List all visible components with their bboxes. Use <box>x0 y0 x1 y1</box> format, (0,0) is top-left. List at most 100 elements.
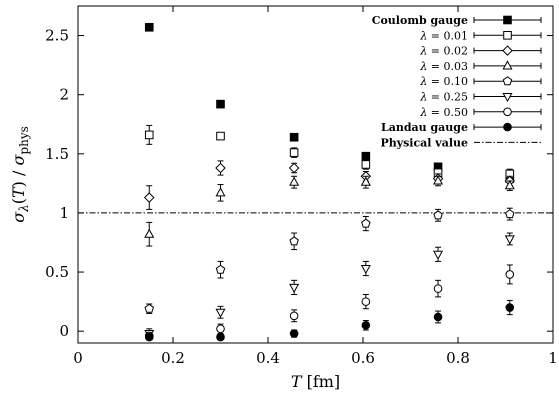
marker-circle <box>216 324 225 334</box>
marker-diamond <box>215 162 226 174</box>
marker-diamond <box>288 162 300 174</box>
legend-item: λ = 0.25 <box>419 91 542 104</box>
marker-circle <box>361 297 371 306</box>
data-point <box>505 299 515 316</box>
marker-square <box>289 132 299 142</box>
data-point <box>144 124 154 145</box>
legend-label: Landau gauge <box>381 121 468 134</box>
data-point <box>504 180 515 191</box>
data-point <box>433 279 443 298</box>
marker-triangle-up <box>433 175 444 185</box>
marker-circle <box>505 303 515 312</box>
axis-ticks <box>77 6 554 343</box>
data-point <box>288 162 300 174</box>
legend-label: λ = 0.03 <box>419 60 468 73</box>
marker-triangle-down <box>360 264 371 275</box>
data-point <box>144 221 155 247</box>
x-tick-label: 0.8 <box>446 349 470 367</box>
data-point <box>216 131 225 141</box>
legend-item: λ = 0.50 <box>419 106 542 119</box>
marker-triangle-up <box>502 60 513 70</box>
marker-triangle-down <box>215 308 226 318</box>
x-tick-label: 0.4 <box>256 349 280 367</box>
data-point <box>433 175 444 187</box>
legend-item: Landau gauge <box>381 121 542 134</box>
legend-label: Coulomb gauge <box>372 14 468 27</box>
marker-circle <box>433 284 443 293</box>
legend-item: λ = 0.03 <box>419 60 542 73</box>
marker-square <box>144 22 154 32</box>
series-6 <box>144 264 515 341</box>
marker-circle <box>216 332 225 342</box>
x-tick-labels: 0 0.2 0.4 0.6 0.8 1 <box>73 349 558 367</box>
data-point <box>216 323 225 335</box>
y-tick-label: 2.5 <box>45 27 69 45</box>
marker-square <box>216 99 225 109</box>
legend-label: Physical value <box>380 136 468 149</box>
marker-triangle-up <box>504 180 515 190</box>
data-point <box>216 332 225 342</box>
data-point <box>361 159 371 170</box>
y-tick-label: 0.5 <box>45 263 69 281</box>
x-tick-label: 1 <box>548 349 558 367</box>
data-point <box>289 147 299 158</box>
legend-item: Coulomb gauge <box>372 14 542 27</box>
x-tick-label: 0 <box>73 349 83 367</box>
marker-triangle-up <box>144 228 155 238</box>
legend-label: λ = 0.10 <box>419 75 468 88</box>
data-point <box>433 310 443 324</box>
x-axis-label: T [fm] <box>291 372 340 391</box>
marker-pentagon <box>144 303 154 313</box>
legend-item: λ = 0.01 <box>419 29 542 42</box>
legend-label: λ = 0.02 <box>419 45 468 58</box>
y-axis-label: σλ(T) / σphys <box>9 126 31 223</box>
data-point <box>360 175 371 189</box>
data-point <box>360 260 371 277</box>
marker-pentagon <box>361 218 371 228</box>
legend-item: λ = 0.10 <box>419 75 542 88</box>
marker-circle <box>433 312 443 322</box>
marker-circle <box>503 107 512 117</box>
series-5 <box>144 232 515 340</box>
marker-pentagon <box>433 210 443 220</box>
x-tick-label: 0.2 <box>161 349 185 367</box>
legend: Coulomb gauge λ = 0.01 λ = 0.02 λ = 0.03 λ =… <box>372 14 542 149</box>
marker-square <box>361 151 371 161</box>
marker-square <box>144 130 154 140</box>
marker-triangle-up <box>215 187 226 197</box>
marker-triangle-down <box>504 235 515 245</box>
data-point <box>289 132 299 142</box>
series-1 <box>144 124 515 180</box>
data-point <box>361 215 371 232</box>
marker-circle <box>289 311 299 321</box>
marker-square <box>216 131 225 141</box>
legend-label: λ = 0.25 <box>419 91 468 104</box>
marker-triangle-down <box>502 92 513 103</box>
data-point <box>289 279 300 296</box>
data-point <box>144 22 154 32</box>
data-point <box>215 305 226 319</box>
marker-triangle-up <box>289 176 300 186</box>
series-7 <box>144 299 515 342</box>
y-tick-label: 1.5 <box>45 145 69 163</box>
data-point <box>144 332 154 342</box>
data-point <box>361 151 371 161</box>
y-tick-labels: 0 0.5 1 1.5 2 2.5 <box>45 27 69 341</box>
marker-circle <box>505 270 515 279</box>
marker-circle <box>144 332 154 342</box>
marker-circle <box>503 122 512 132</box>
marker-diamond <box>143 192 155 203</box>
data-point <box>289 175 300 189</box>
marker-triangle-up <box>360 176 371 186</box>
y-tick-label: 0 <box>59 322 69 340</box>
marker-diamond <box>502 45 513 56</box>
data-point <box>215 160 226 176</box>
data-point <box>505 207 515 221</box>
data-point <box>143 185 155 210</box>
data-point <box>433 208 443 222</box>
legend-label: λ = 0.50 <box>419 106 468 119</box>
series-4 <box>144 207 515 314</box>
marker-pentagon <box>502 76 513 86</box>
data-point <box>216 99 225 109</box>
